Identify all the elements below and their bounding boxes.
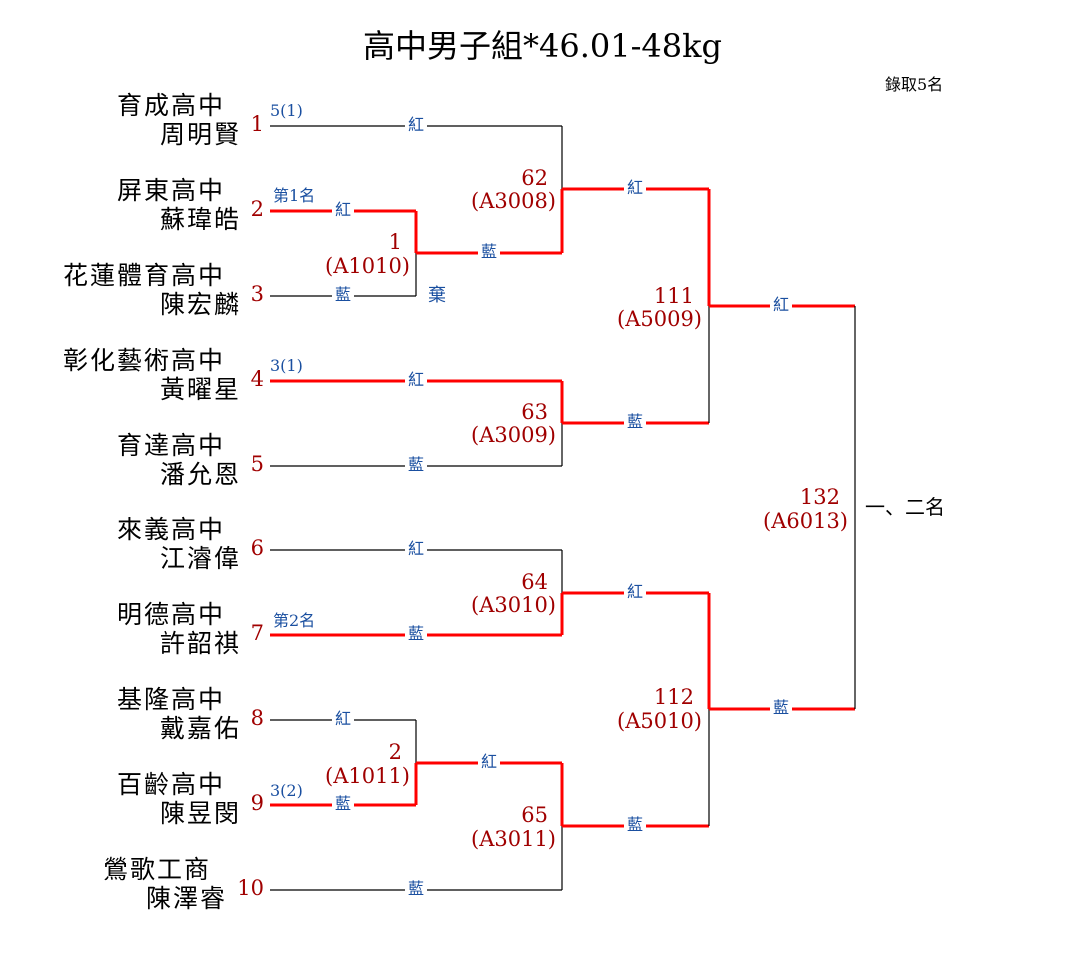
blue-corner-label: 藍 — [404, 881, 428, 898]
seed-number: 10 — [237, 876, 264, 900]
match-code: (A6013) — [763, 509, 848, 533]
match-code: (A1010) — [325, 254, 410, 278]
blue-corner-label: 藍 — [331, 796, 355, 813]
blue-corner-label: 藍 — [404, 457, 428, 474]
player-name: 戴嘉佑 — [159, 714, 241, 743]
red-corner-label: 紅 — [331, 202, 355, 219]
result-annotation: 3(2) — [270, 781, 303, 800]
match-code: (A3009) — [471, 423, 556, 447]
rank-annotation: 第2名 — [273, 611, 316, 630]
match-number: 1 — [388, 230, 402, 254]
player-school: 明德高中 — [116, 600, 225, 629]
red-corner-label: 紅 — [404, 372, 428, 389]
player-school: 育達高中 — [116, 431, 225, 460]
seed-number: 1 — [250, 112, 264, 136]
match-number: 64 — [521, 570, 548, 594]
player-school: 基隆高中 — [116, 685, 225, 714]
player-school: 花蓮體育高中 — [62, 261, 225, 290]
match-code: (A3010) — [471, 593, 556, 617]
blue-corner-label: 藍 — [623, 414, 647, 431]
match-code: (A1011) — [325, 764, 410, 788]
match-number: 111 — [653, 284, 694, 308]
match-number: 62 — [521, 166, 548, 190]
player-name: 黃曜星 — [159, 375, 241, 404]
player-name: 江濬偉 — [159, 544, 241, 573]
match-code: (A3008) — [471, 189, 556, 213]
match-code: (A5009) — [617, 307, 702, 331]
result-annotation: 5(1) — [270, 101, 303, 120]
final-placement-label: 一、二名 — [865, 495, 945, 519]
seed-number: 3 — [250, 282, 264, 306]
match-number: 2 — [388, 740, 402, 764]
seed-number: 9 — [250, 791, 264, 815]
match-number: 132 — [799, 485, 840, 509]
player-name: 許韶祺 — [159, 629, 241, 658]
blue-corner-label: 藍 — [404, 626, 428, 643]
red-corner-label: 紅 — [477, 754, 501, 771]
seed-number: 8 — [250, 706, 264, 730]
player-school: 屏東高中 — [116, 176, 225, 205]
red-corner-label: 紅 — [331, 711, 355, 728]
page-title: 高中男子組*46.01-48kg — [362, 27, 723, 65]
match-number: 112 — [653, 685, 694, 709]
forfeit-label: 棄 — [428, 285, 446, 306]
result-annotation: 3(1) — [270, 356, 303, 375]
seed-number: 5 — [250, 452, 264, 476]
blue-corner-label: 藍 — [769, 700, 793, 717]
match-code: (A3011) — [471, 827, 556, 851]
red-corner-label: 紅 — [623, 584, 647, 601]
player-name: 潘允恩 — [159, 460, 241, 489]
player-name: 陳澤睿 — [145, 884, 227, 913]
player-school: 彰化藝術高中 — [62, 346, 225, 375]
player-name: 蘇瑋皓 — [159, 205, 241, 234]
red-corner-label: 紅 — [623, 180, 647, 197]
player-name: 周明賢 — [159, 120, 241, 149]
match-number: 63 — [521, 400, 548, 424]
player-school: 百齡高中 — [116, 770, 225, 799]
player-name: 陳宏麟 — [159, 290, 241, 319]
player-school: 鶯歌工商 — [102, 855, 211, 884]
match-code: (A5010) — [617, 709, 702, 733]
seed-number: 4 — [250, 367, 264, 391]
red-corner-label: 紅 — [404, 117, 428, 134]
red-corner-label: 紅 — [404, 541, 428, 558]
rank-annotation: 第1名 — [273, 186, 316, 205]
seed-number: 6 — [250, 536, 264, 560]
seed-number: 2 — [250, 197, 264, 221]
match-number: 65 — [521, 803, 548, 827]
qualifier-note: 錄取5名 — [885, 75, 944, 94]
blue-corner-label: 藍 — [331, 287, 355, 304]
blue-corner-label: 藍 — [623, 817, 647, 834]
red-corner-label: 紅 — [769, 297, 793, 314]
player-school: 育成高中 — [116, 91, 225, 120]
blue-corner-label: 藍 — [477, 244, 501, 261]
seed-number: 7 — [250, 621, 264, 645]
player-school: 來義高中 — [116, 515, 225, 544]
player-name: 陳昱閔 — [159, 799, 241, 828]
